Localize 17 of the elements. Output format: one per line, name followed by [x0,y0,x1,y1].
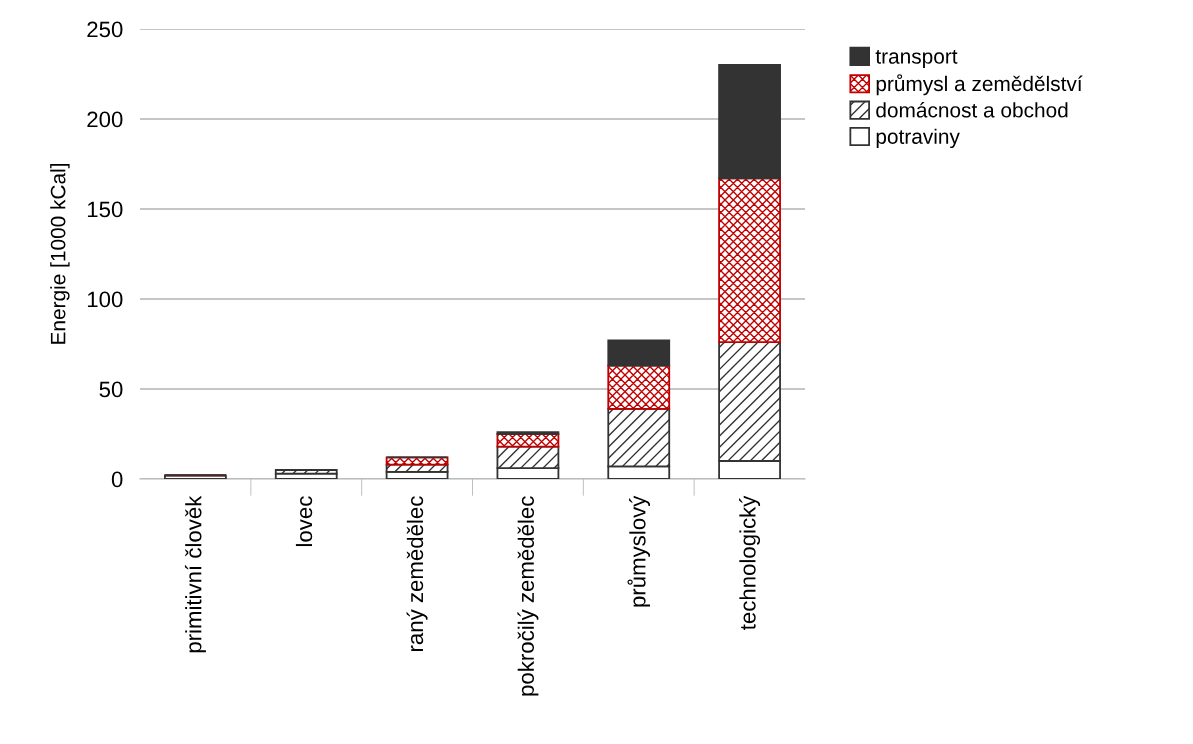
x-tick-label: pokročilý zemědělec [517,496,539,696]
y-tick-label: 100 [87,291,123,308]
x-tick-label: primitivní člověk [184,495,206,653]
legend-label: průmysl a zemědělství [876,74,1083,96]
x-tick-label: raný zemědělec [406,496,428,652]
y-tick-label: 250 [87,21,123,38]
y-tick-label: 0 [111,471,123,488]
legend-label: transport [875,50,958,68]
y-tick-label: 150 [87,201,123,218]
x-tick-label: technologický [739,495,761,630]
y-tick-label: 200 [87,111,123,128]
y-tick-label: 50 [99,381,123,398]
legend-label: potraviny [876,128,960,149]
legend-label: domácnost a obchod [876,102,1068,118]
y-axis-title: Energie [1000 kCal] [50,163,70,344]
x-tick-label: průmyslový [627,495,651,607]
x-tick-label: lovec [295,496,313,547]
